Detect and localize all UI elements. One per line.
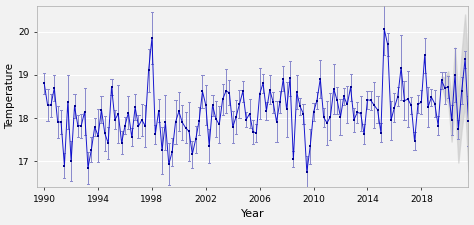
X-axis label: Year: Year (241, 209, 265, 219)
Y-axis label: Temperature: Temperature (6, 63, 16, 129)
